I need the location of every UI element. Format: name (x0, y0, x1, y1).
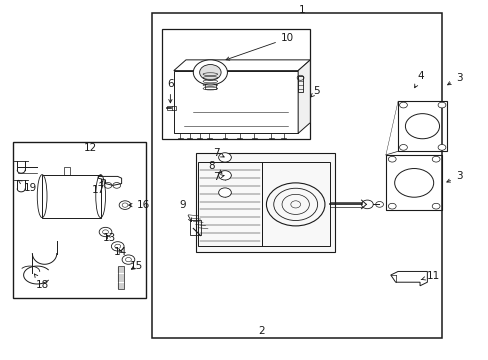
Bar (298, 76, 303, 92)
Circle shape (431, 156, 439, 162)
Circle shape (431, 203, 439, 209)
Bar (152, 13, 441, 338)
Text: 13: 13 (102, 233, 115, 243)
Text: 10: 10 (225, 33, 293, 60)
Polygon shape (298, 60, 310, 134)
Text: 3: 3 (447, 73, 462, 85)
Text: 12: 12 (84, 143, 97, 153)
Bar (13, 142, 145, 298)
Bar (173, 71, 298, 134)
Circle shape (218, 188, 231, 197)
Polygon shape (390, 271, 427, 286)
Circle shape (399, 144, 407, 150)
Text: 2: 2 (258, 326, 264, 336)
Text: 15: 15 (129, 261, 142, 271)
Bar (198, 162, 261, 246)
Circle shape (193, 60, 227, 85)
Circle shape (399, 102, 407, 108)
Text: 19: 19 (18, 180, 37, 193)
Circle shape (437, 144, 445, 150)
Bar (161, 30, 310, 139)
Bar (118, 266, 123, 289)
Circle shape (387, 203, 395, 209)
Text: 11: 11 (420, 271, 439, 281)
Bar (385, 155, 441, 211)
Bar (189, 220, 200, 234)
Text: 18: 18 (34, 274, 49, 290)
Polygon shape (98, 176, 122, 185)
Bar (42, 175, 101, 218)
Bar (64, 167, 70, 175)
Text: 3: 3 (446, 171, 462, 182)
Circle shape (387, 156, 395, 162)
Circle shape (199, 64, 221, 80)
Text: 7: 7 (213, 148, 224, 158)
Text: 7: 7 (213, 172, 224, 182)
Text: 9: 9 (179, 200, 191, 221)
Circle shape (437, 102, 445, 108)
Bar (167, 107, 176, 110)
Text: 8: 8 (207, 161, 222, 173)
Text: 17: 17 (91, 181, 104, 195)
Text: 5: 5 (310, 86, 319, 97)
Polygon shape (173, 60, 310, 71)
Text: 14: 14 (114, 247, 127, 257)
Text: 6: 6 (167, 79, 173, 103)
Bar (204, 74, 216, 89)
Text: 16: 16 (128, 200, 149, 210)
Bar (195, 153, 334, 252)
Circle shape (218, 153, 231, 162)
Circle shape (218, 171, 231, 180)
Text: 4: 4 (414, 71, 424, 88)
Text: 1: 1 (298, 5, 305, 15)
Bar (397, 101, 446, 151)
Bar (261, 162, 329, 246)
